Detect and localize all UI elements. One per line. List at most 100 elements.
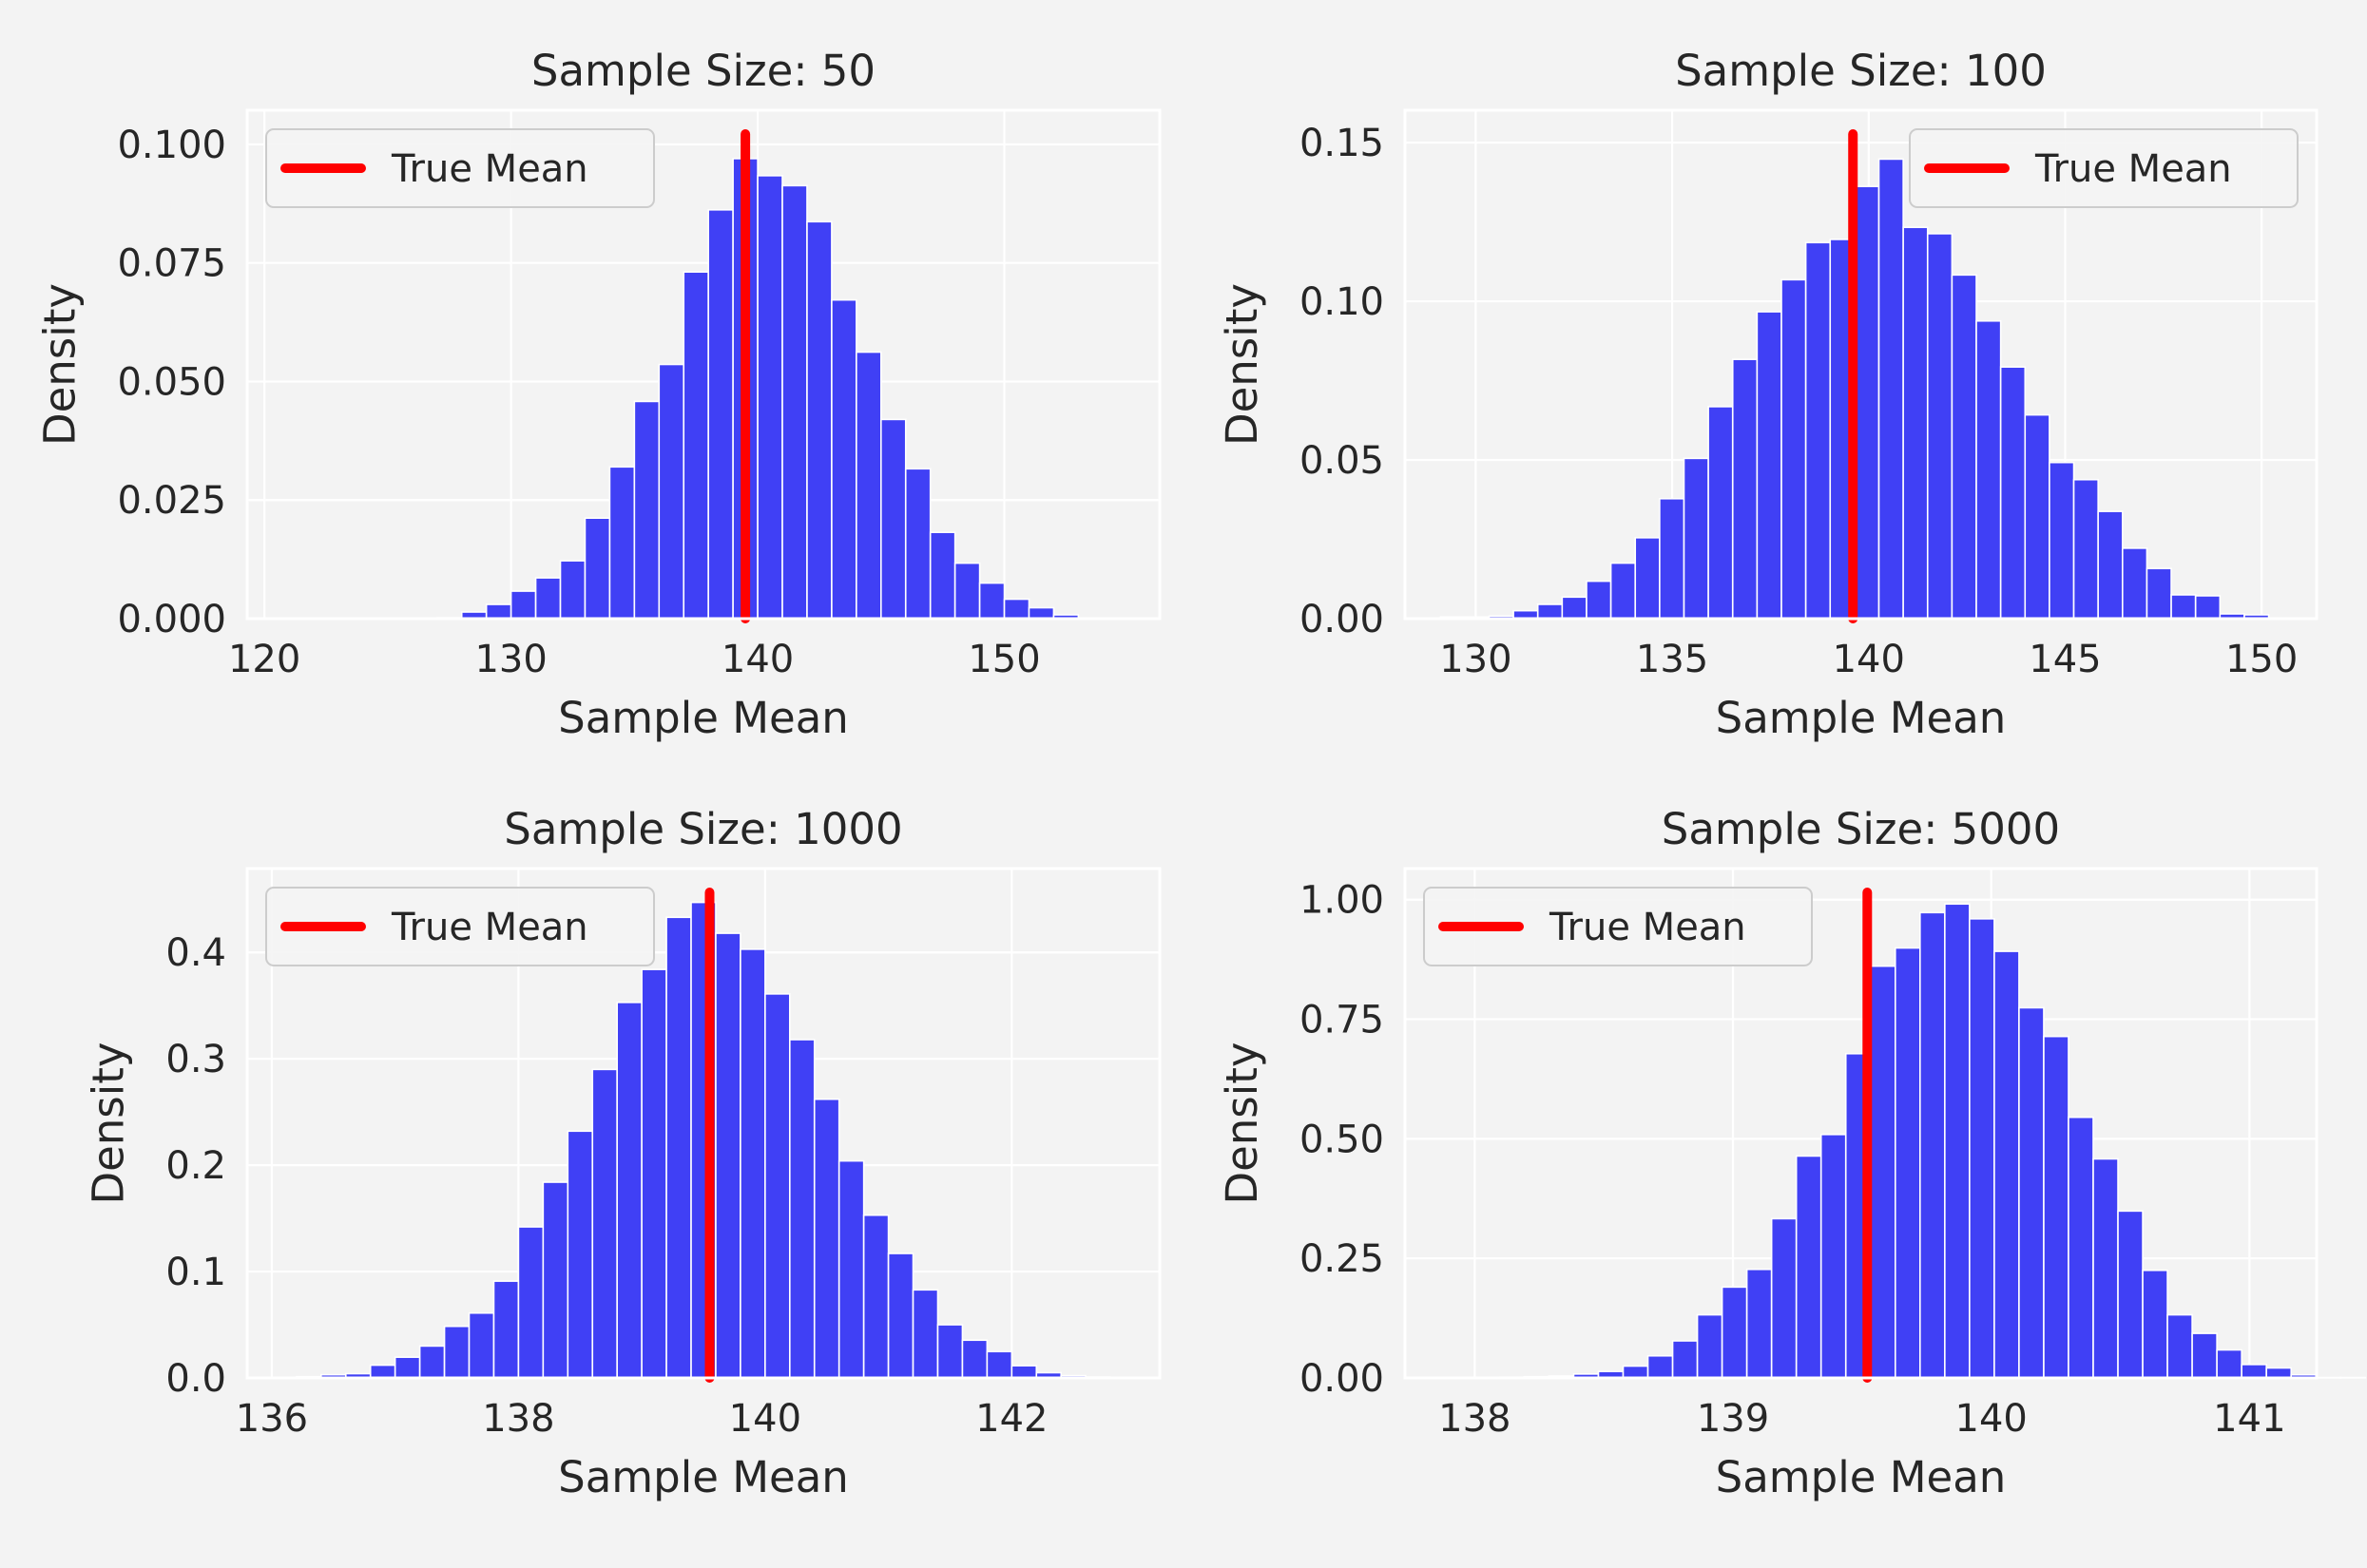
histogram-bar xyxy=(887,1252,914,1379)
x-tick-label: 135 xyxy=(1636,638,1708,681)
histogram-bar xyxy=(936,1324,964,1379)
histogram-bar xyxy=(781,184,808,620)
tick-labels: 136 138 140 142 0.0 0.1 0.2 0.3 0.4 xyxy=(165,931,1048,1441)
legend: True Mean xyxy=(265,887,655,966)
histogram-bar xyxy=(1731,358,1759,620)
x-axis-label: Sample Mean xyxy=(1716,1452,2007,1502)
histogram-bar xyxy=(813,1098,840,1379)
histogram-bar xyxy=(1671,1340,1699,1379)
histogram-bar xyxy=(856,351,882,620)
subplot-title: Sample Size: 1000 xyxy=(504,804,902,854)
x-tick-label: 130 xyxy=(474,638,547,681)
x-axis-label: Sample Mean xyxy=(558,693,849,743)
y-tick-label: 0.25 xyxy=(1299,1237,1384,1281)
histogram-bar xyxy=(394,1356,421,1379)
legend-label: True Mean xyxy=(391,147,588,191)
histogram-bar xyxy=(740,948,766,1379)
histogram-bar xyxy=(2166,1313,2193,1379)
histogram-bar xyxy=(2146,567,2172,620)
histogram-bar xyxy=(641,968,667,1379)
histogram-bar xyxy=(1745,1268,1773,1379)
histogram-bar xyxy=(1999,366,2027,620)
histogram-bar xyxy=(837,1159,865,1379)
histogram-bar xyxy=(831,298,857,620)
histogram-bar xyxy=(2216,1348,2242,1379)
histogram-bar xyxy=(2043,1035,2069,1379)
y-tick-label: 0.000 xyxy=(117,598,226,641)
y-tick-label: 0.1 xyxy=(165,1251,226,1294)
y-tick-label: 0.05 xyxy=(1299,439,1384,483)
histogram-bar xyxy=(559,560,587,620)
histogram-bar xyxy=(1919,911,1946,1379)
histogram-bar xyxy=(633,400,661,620)
subplot-2: 130 135 140 145 150 0.00 0.05 0.10 0.15 Sample Si… xyxy=(1217,46,2319,743)
histogram-bar xyxy=(904,468,932,620)
histogram-bar xyxy=(1902,226,1929,620)
x-tick-label: 150 xyxy=(968,638,1040,681)
histogram-bar xyxy=(567,1130,594,1379)
histogram-bar xyxy=(1659,497,1685,620)
y-tick-label: 0.075 xyxy=(117,242,226,286)
histogram-bar xyxy=(658,363,685,620)
histogram-bar xyxy=(1696,1313,1723,1379)
histogram-bar xyxy=(757,175,783,620)
subplot-grid: 120 130 140 150 0.000 0.025 0.050 0.075 0.100 Sam… xyxy=(35,46,2367,1502)
histogram-bar xyxy=(978,582,1006,620)
histogram-bar xyxy=(616,1002,643,1379)
x-axis-label: Sample Mean xyxy=(558,1452,849,1502)
legend: True Mean xyxy=(1423,887,1813,966)
x-tick-label: 138 xyxy=(1438,1397,1511,1441)
histogram-bar xyxy=(1894,947,1921,1379)
histogram-bar xyxy=(591,1068,618,1379)
histogram-bar xyxy=(2142,1269,2168,1379)
tick-labels: 138 139 140 141 0.00 0.25 0.50 0.75 1.00 xyxy=(1299,879,2286,1441)
x-tick-label: 136 xyxy=(236,1397,308,1441)
subplot-3: 136 138 140 142 0.0 0.1 0.2 0.3 0.4 Sample Size: … xyxy=(84,804,1162,1502)
histogram-bar xyxy=(1003,598,1030,620)
histogram-bar xyxy=(1854,185,1880,620)
histogram-bar xyxy=(1683,457,1709,620)
histogram-bar xyxy=(608,466,636,620)
x-tick-label: 141 xyxy=(2213,1397,2285,1441)
histogram-bar xyxy=(418,1345,446,1379)
histogram-bar xyxy=(707,209,734,620)
histogram-bars xyxy=(271,901,1111,1379)
histogram-bar xyxy=(2024,413,2050,620)
histogram-bar xyxy=(953,562,981,620)
x-tick-label: 139 xyxy=(1697,1397,1769,1441)
histogram-bar xyxy=(584,517,611,620)
histogram-bar xyxy=(715,932,741,1379)
histogram-bar xyxy=(665,916,692,1379)
histogram-bar xyxy=(2049,461,2075,620)
tick-labels: 120 130 140 150 0.000 0.025 0.050 0.075 0.100 xyxy=(117,124,1040,681)
histogram-bar xyxy=(1028,606,1055,620)
histogram-bar xyxy=(2018,1006,2045,1379)
histogram-bar xyxy=(2068,1116,2094,1379)
y-tick-label: 0.025 xyxy=(117,479,226,523)
histogram-bar xyxy=(1969,918,1995,1379)
x-tick-label: 145 xyxy=(2029,638,2101,681)
x-tick-label: 140 xyxy=(1833,638,1905,681)
y-tick-label: 0.00 xyxy=(1299,598,1384,641)
histogram-bar xyxy=(1756,311,1782,620)
histogram-bar xyxy=(1780,278,1807,620)
histogram-bar xyxy=(2194,595,2222,620)
y-axis-label: Density xyxy=(35,283,86,446)
y-tick-label: 0.050 xyxy=(117,360,226,404)
histogram-bar xyxy=(2117,1210,2144,1379)
x-tick-label: 140 xyxy=(1955,1397,2028,1441)
histogram-bar xyxy=(1795,1155,1822,1379)
histogram-bar xyxy=(1993,950,2020,1379)
histogram-bar xyxy=(1707,406,1734,620)
axes-frame xyxy=(245,108,1162,621)
x-tick-label: 140 xyxy=(722,638,794,681)
y-axis-label: Density xyxy=(84,1042,134,1204)
histogram-bar xyxy=(1561,596,1588,620)
x-tick-label: 120 xyxy=(228,638,300,681)
y-tick-label: 0.100 xyxy=(117,124,226,167)
histogram-bar xyxy=(2170,594,2197,620)
tick-labels: 130 135 140 145 150 0.00 0.05 0.10 0.15 xyxy=(1299,122,2298,681)
axes-frame xyxy=(1403,867,2319,1380)
x-axis-label: Sample Mean xyxy=(1716,693,2007,743)
subplot-4: 138 139 140 141 0.00 0.25 0.50 0.75 1.00 Sample S… xyxy=(1217,804,2367,1502)
